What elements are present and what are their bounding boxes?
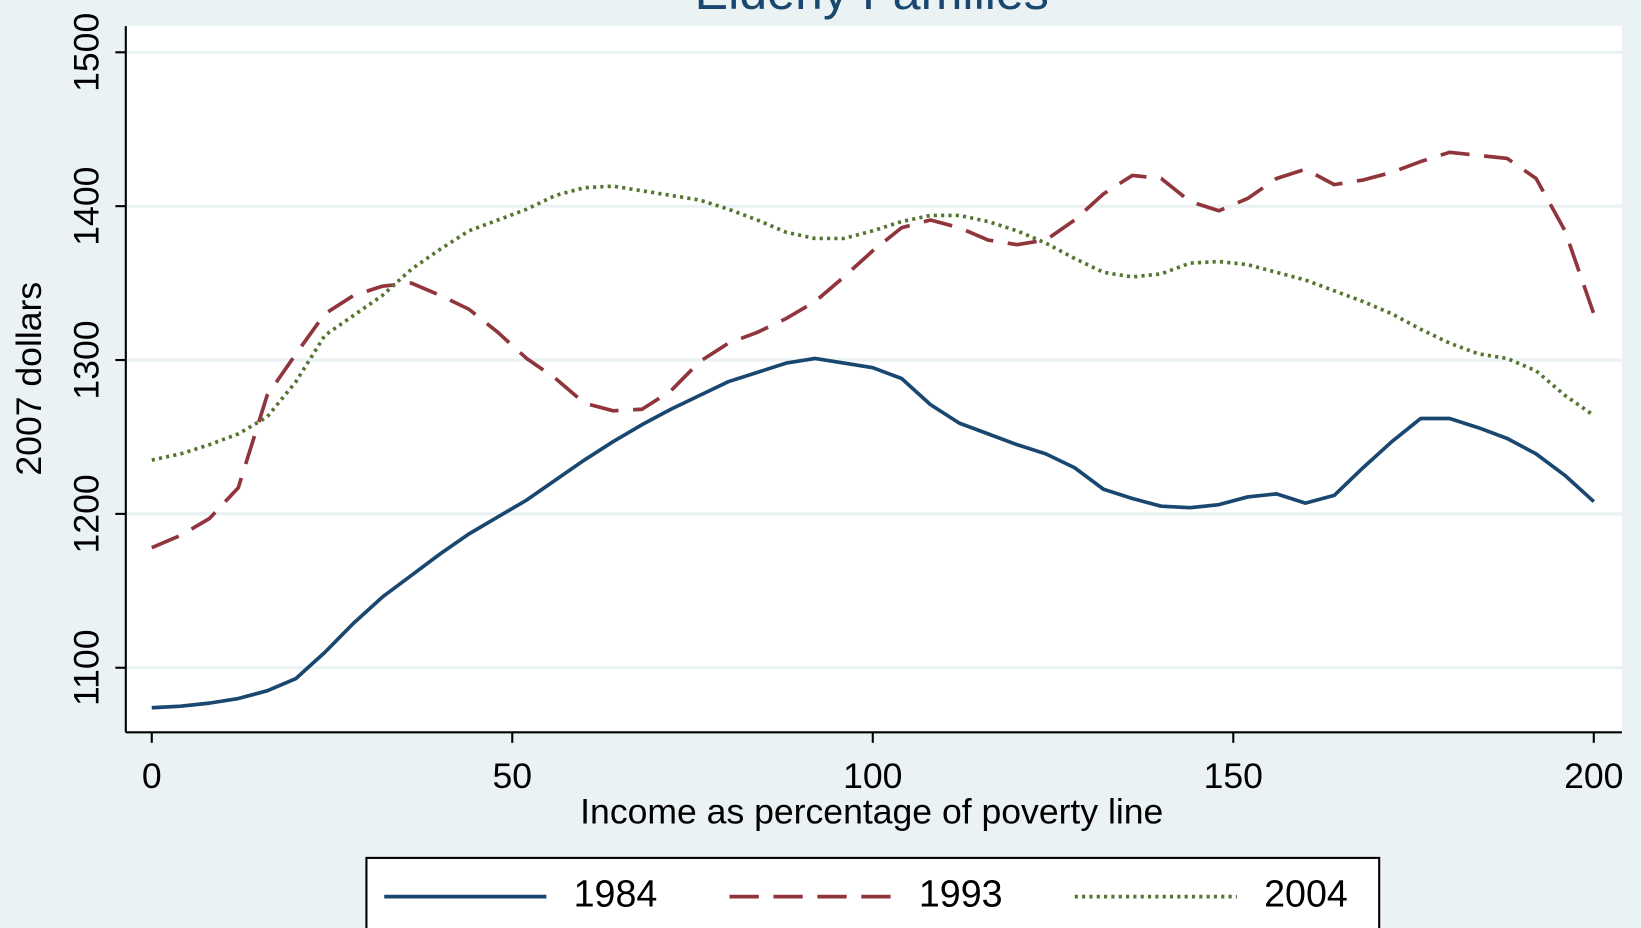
x-tick-label: 0 — [142, 756, 162, 796]
x-tick-label: 100 — [843, 756, 902, 796]
legend-box — [365, 856, 1381, 928]
y-tick-label: 1300 — [67, 320, 107, 399]
legend-label: 2004 — [1264, 873, 1348, 915]
x-tick-label: 50 — [492, 756, 532, 796]
y-tick-label: 1500 — [67, 13, 107, 92]
x-tick-label: 150 — [1204, 756, 1263, 796]
x-tick-label: 200 — [1564, 756, 1623, 796]
y-axis-title: 2007 dollars — [9, 282, 49, 476]
y-tick-label: 1100 — [67, 629, 107, 705]
legend-label: 1984 — [574, 873, 658, 915]
data-line — [151, 356, 1596, 710]
plot-area — [125, 26, 1622, 733]
y-tick-label: 1200 — [67, 474, 107, 553]
y-tick-label: 1400 — [67, 167, 107, 246]
data-line — [151, 184, 1595, 462]
legend-label: 1993 — [919, 873, 1003, 915]
x-axis-title: Income as percentage of poverty line — [580, 791, 1163, 831]
chart-title: Elderly Families — [695, 0, 1049, 20]
